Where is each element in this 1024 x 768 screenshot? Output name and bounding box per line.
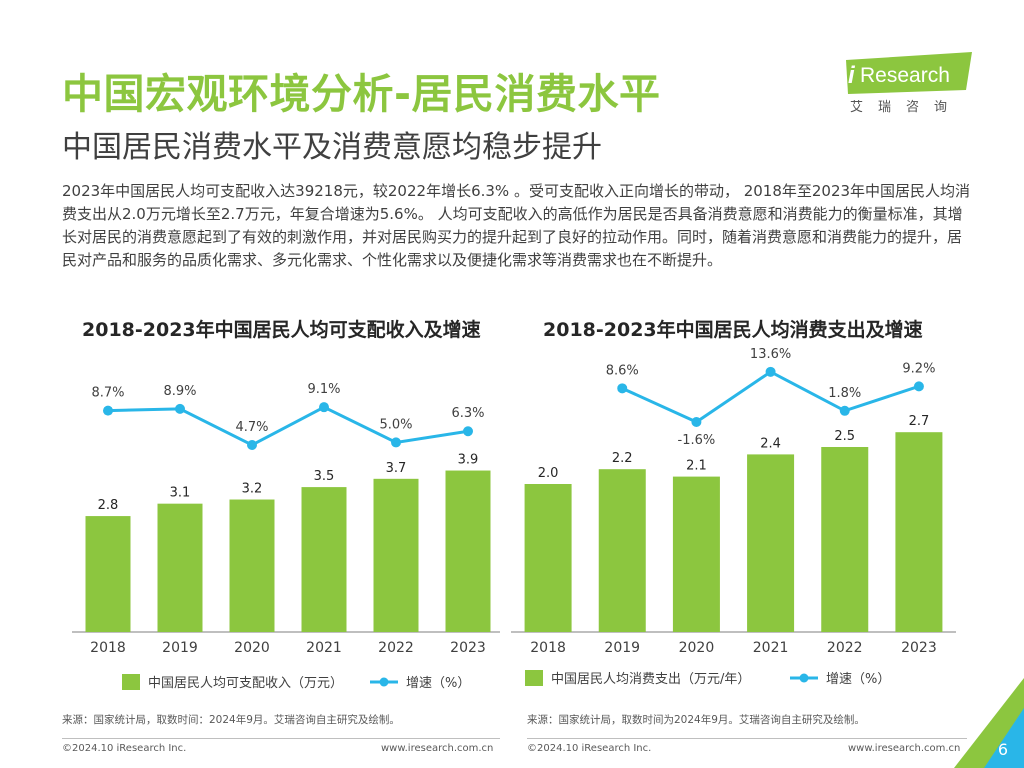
- legend-line-marker: [799, 673, 809, 683]
- x-tick-label-2020: 2020: [234, 640, 270, 656]
- legend-bar-label: 中国居民人均消费支出（万元/年）: [551, 672, 750, 687]
- bar-2019: [157, 503, 203, 632]
- chart1-income: 2.8 3.1 3.2 3.5 3.7 3.9 2018 2019 2020 2021 2022 20…: [72, 382, 500, 691]
- chart2-source: 来源：国家统计局，取数时间为2024年9月。艾瑞咨询自主研究及绘制。: [527, 714, 865, 726]
- growth-point-2020: [247, 440, 257, 450]
- growth-point-2023: [913, 381, 924, 392]
- growth-value-label-2018: 8.7%: [91, 386, 124, 401]
- x-tick-label-2019: 2019: [162, 640, 198, 656]
- chart1-source: 来源：国家统计局，取数时间：2024年9月。艾瑞咨询自主研究及绘制。: [62, 714, 400, 726]
- bar-2018: [85, 516, 131, 632]
- bar-value-label-2022: 2.5: [834, 429, 855, 444]
- growth-point-2022: [839, 405, 850, 416]
- x-tick-label-2021: 2021: [306, 640, 342, 656]
- x-tick-label-2022: 2022: [378, 640, 414, 656]
- bar-value-label-2023: 2.7: [909, 414, 930, 429]
- x-tick-label-2023: 2023: [901, 640, 937, 656]
- growth-line: [621, 370, 920, 424]
- footer-divider-left: [62, 738, 500, 739]
- growth-value-label-2021: 13.6%: [750, 347, 791, 362]
- growth-value-label-2020: 4.7%: [235, 420, 268, 435]
- bar-2019: [598, 469, 646, 632]
- x-tick-label-2021: 2021: [753, 640, 789, 656]
- page-title: 中国宏观环境分析-居民消费水平: [62, 70, 661, 118]
- legend-bar-label: 中国居民人均可支配收入（万元）: [148, 676, 343, 691]
- logo-research: Research: [860, 64, 950, 87]
- growth-point-2021: [319, 402, 329, 413]
- legend-line-marker: [379, 677, 389, 687]
- bar-2020: [672, 476, 720, 632]
- chart1-title: 2018-2023年中国居民人均可支配收入及增速: [82, 319, 481, 341]
- bar-value-label-2021: 3.5: [314, 469, 335, 484]
- growth-value-label-2021: 9.1%: [307, 382, 340, 397]
- logo-i: i: [848, 62, 855, 89]
- footer-divider-right: [527, 738, 967, 739]
- bar-2018: [524, 484, 572, 632]
- growth-line: [107, 405, 469, 447]
- iresearch-logo: i Research 艾瑞咨询: [846, 52, 976, 122]
- growth-value-label-2019: 8.6%: [606, 363, 639, 378]
- growth-value-label-2023: 9.2%: [902, 361, 935, 376]
- growth-value-label-2023: 6.3%: [451, 406, 484, 421]
- legend-line-label: 增速（%）: [406, 676, 470, 691]
- summary-paragraph: 2023年中国居民人均可支配收入达39218元，较2022年增长6.3% 。受可…: [62, 182, 971, 269]
- growth-value-label-2022: 5.0%: [379, 417, 412, 432]
- bar-value-label-2021: 2.4: [760, 436, 781, 451]
- bar-value-label-2019: 2.2: [612, 451, 633, 466]
- x-tick-label-2022: 2022: [827, 640, 863, 656]
- footer-copyright-right: ©2024.10 iResearch Inc.: [527, 743, 652, 754]
- chart2-consumption: 2.0 2.2 2.1 2.4 2.5 2.7 2018 2019 2020 2021 2022 20…: [511, 347, 956, 687]
- bar-2023: [445, 470, 491, 632]
- growth-point-2022: [391, 437, 401, 448]
- bar-value-label-2019: 3.1: [170, 486, 191, 501]
- growth-point-2020: [691, 417, 702, 427]
- legend-bar-swatch: [122, 674, 140, 690]
- x-tick-label-2018: 2018: [90, 640, 126, 656]
- growth-point-2019: [617, 383, 628, 394]
- page-subtitle: 中国居民消费水平及消费意愿均稳步提升: [62, 130, 602, 165]
- growth-point-2021: [765, 366, 776, 377]
- bar-2021: [301, 487, 347, 632]
- bar-2023: [895, 432, 943, 632]
- footer-url-right: www.iresearch.com.cn: [848, 743, 961, 754]
- logo-subtitle: 艾瑞咨询: [850, 100, 963, 115]
- bar-2020: [229, 499, 275, 632]
- bar-2022: [373, 478, 419, 632]
- growth-value-label-2019: 8.9%: [163, 384, 196, 399]
- logo-badge-shape: [846, 52, 972, 94]
- growth-point-2023: [463, 426, 473, 437]
- x-tick-label-2020: 2020: [679, 640, 715, 656]
- bar-2021: [747, 454, 795, 632]
- legend-bar-swatch: [525, 670, 543, 686]
- chart2-title: 2018-2023年中国居民人均消费支出及增速: [543, 319, 923, 341]
- growth-value-label-2020: -1.6%: [678, 433, 716, 448]
- growth-point-2019: [175, 403, 185, 414]
- bar-value-label-2022: 3.7: [386, 461, 407, 476]
- bar-value-label-2018: 2.0: [538, 466, 559, 481]
- legend-line-label: 增速（%）: [826, 672, 890, 687]
- bar-2022: [821, 447, 869, 632]
- footer-copyright-left: ©2024.10 iResearch Inc.: [62, 743, 187, 754]
- bar-value-label-2020: 3.2: [242, 482, 263, 497]
- corner-decoration: [954, 678, 1024, 768]
- x-tick-label-2018: 2018: [530, 640, 566, 656]
- x-tick-label-2023: 2023: [450, 640, 486, 656]
- bar-value-label-2018: 2.8: [98, 498, 119, 513]
- bar-value-label-2023: 3.9: [458, 453, 479, 468]
- footer-url-left: www.iresearch.com.cn: [381, 743, 494, 754]
- x-tick-label-2019: 2019: [604, 640, 640, 656]
- page-number: 6: [997, 740, 1008, 759]
- growth-value-label-2022: 1.8%: [828, 386, 861, 401]
- growth-point-2018: [103, 405, 113, 416]
- bar-value-label-2020: 2.1: [686, 459, 707, 474]
